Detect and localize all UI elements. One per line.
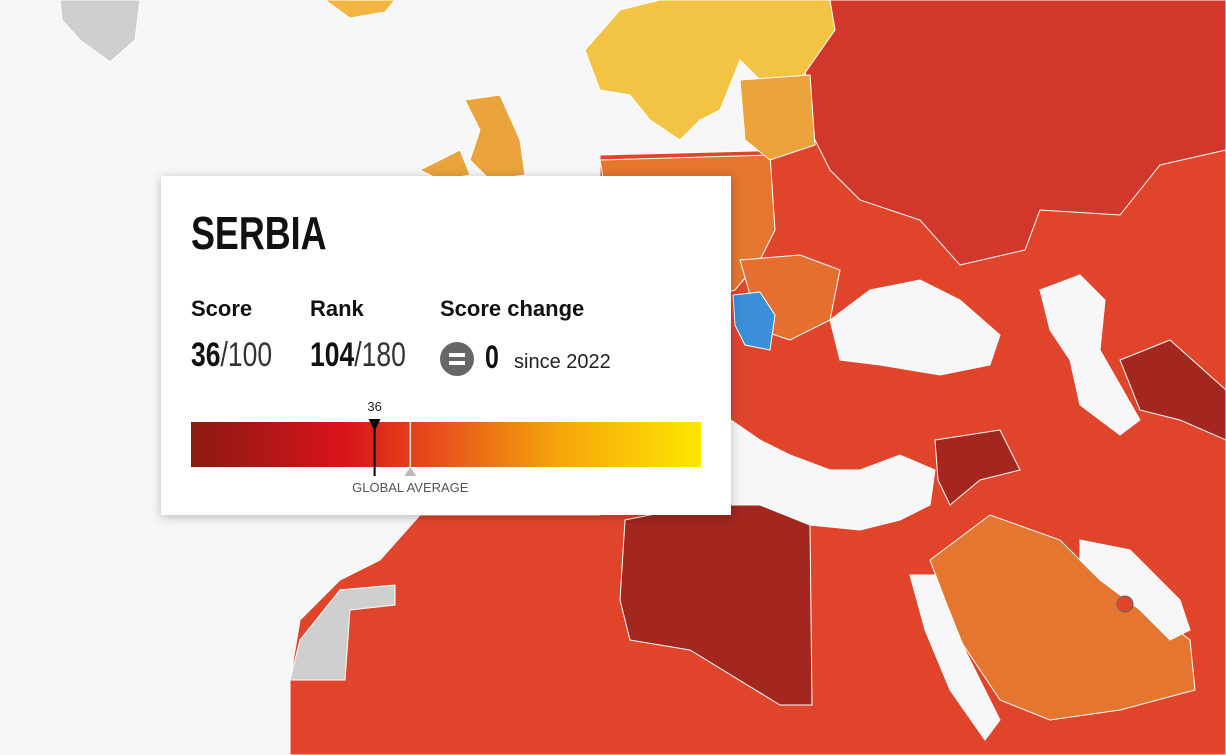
- score: 36/100: [191, 336, 295, 375]
- syria[interactable]: [934, 429, 1021, 506]
- score-suffix: /100: [220, 336, 273, 374]
- red-sea: [909, 574, 1001, 741]
- saudi-arabia[interactable]: [929, 514, 1196, 721]
- serbia[interactable]: [732, 291, 776, 351]
- iceland: [324, 0, 396, 19]
- score-marker: [368, 419, 381, 431]
- score-scale: GLOBAL AVERAGE 36: [191, 399, 701, 495]
- scale-bar: [191, 422, 701, 467]
- tooltip: SERBIA Score Rank Score change 36/100 10…: [161, 176, 731, 515]
- qatar[interactable]: [1116, 595, 1134, 613]
- turkmenistan[interactable]: [1119, 339, 1226, 441]
- country-name: SERBIA: [191, 206, 365, 260]
- baltics[interactable]: [739, 74, 816, 161]
- rank-value: 104: [310, 336, 355, 374]
- western-sahara[interactable]: [289, 584, 396, 681]
- caspian-sea: [1039, 274, 1141, 436]
- russia[interactable]: [799, 0, 1226, 266]
- scandinavia[interactable]: [584, 0, 836, 141]
- country-name-text: SERBIA: [191, 207, 327, 259]
- score-marker-label: 36: [367, 399, 381, 414]
- rank: 104/180: [310, 336, 433, 375]
- equal-icon: [440, 342, 474, 376]
- persian-gulf: [1079, 539, 1191, 641]
- black-sea: [829, 279, 1001, 376]
- score-label: Score: [191, 296, 253, 321]
- greenland: [59, 0, 141, 63]
- rank-label: Rank: [310, 296, 364, 321]
- rank-suffix: /180: [354, 336, 406, 374]
- score-value: 36: [191, 336, 221, 374]
- change-value: 0: [485, 339, 503, 376]
- change-since: since 2022: [514, 351, 611, 373]
- global-average-marker: [404, 467, 417, 476]
- change-label: Score change: [440, 296, 585, 321]
- change-value-text: 0: [485, 339, 499, 375]
- global-average-label: GLOBAL AVERAGE: [352, 480, 469, 495]
